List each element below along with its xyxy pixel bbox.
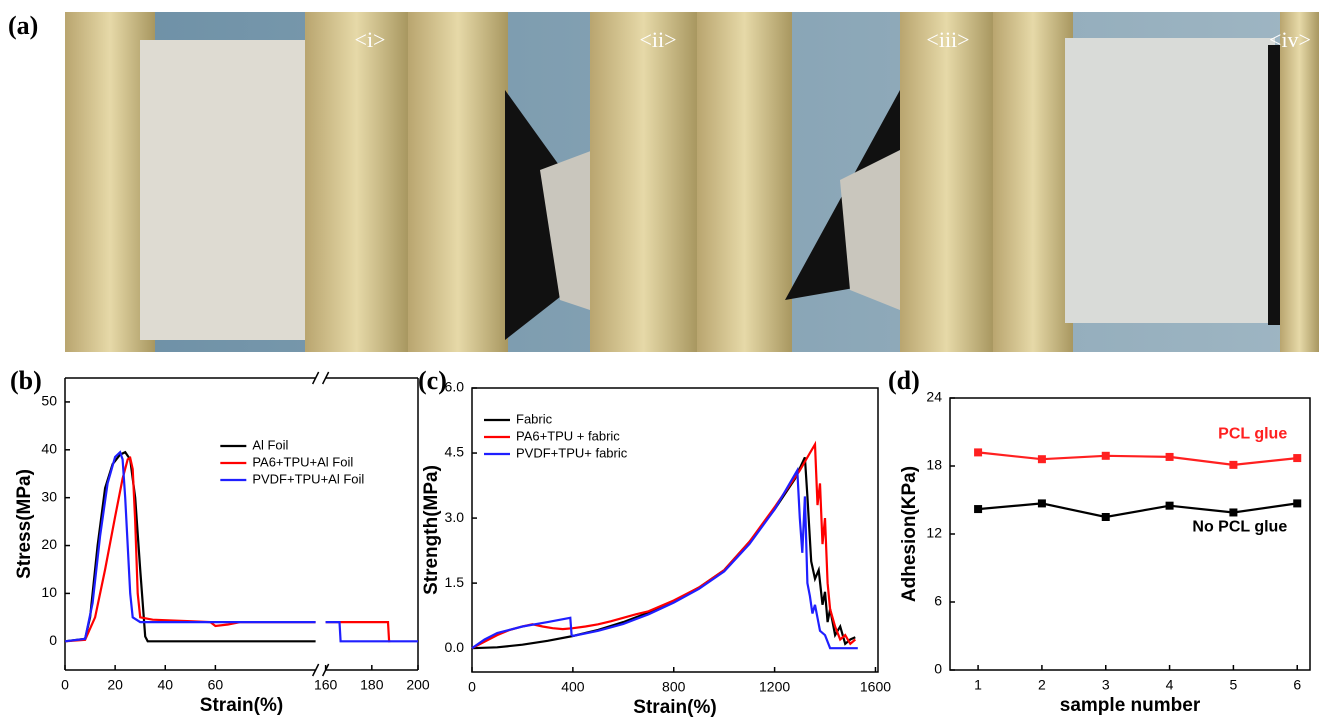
panel-label: (d) — [888, 366, 920, 395]
y-tick-label: 6.0 — [445, 379, 465, 395]
data-marker — [1229, 508, 1237, 516]
x-tick-label: 800 — [662, 679, 686, 695]
data-line — [978, 452, 1297, 465]
data-line — [978, 503, 1297, 517]
y-tick-label: 30 — [41, 488, 57, 504]
x-axis-title: Strain(%) — [200, 695, 283, 716]
x-tick-label: 1600 — [860, 679, 891, 695]
x-tick-label: 200 — [406, 677, 430, 693]
y-axis-title: Stress(MPa) — [14, 469, 35, 579]
y-tick-label: 3.0 — [445, 509, 465, 525]
y-tick-label: 10 — [41, 584, 57, 600]
photos: (a) <i> <ii> <iii> <iv> — [8, 11, 1319, 352]
y-axis-title: Adhesion(KPa) — [899, 466, 920, 602]
data-marker — [1229, 461, 1237, 469]
series-label: No PCL glue — [1192, 519, 1287, 536]
data-line — [326, 622, 418, 641]
y-tick-label: 20 — [41, 536, 57, 552]
y-tick-label: 6 — [934, 593, 942, 609]
data-marker — [1293, 499, 1301, 507]
data-marker — [1038, 499, 1046, 507]
y-tick-label: 0.0 — [445, 639, 465, 655]
legend-label: PA6+TPU + fabric — [516, 428, 620, 443]
data-marker — [1166, 453, 1174, 461]
x-tick-label: 40 — [157, 677, 173, 693]
y-axis-title: Strength(MPa) — [421, 465, 442, 595]
y-tick-label: 24 — [926, 389, 942, 405]
data-marker — [1293, 454, 1301, 462]
photo-caption: <i> — [355, 27, 386, 52]
panel-label: (a) — [8, 11, 38, 40]
x-tick-label: 5 — [1230, 677, 1238, 693]
data-marker — [1102, 513, 1110, 521]
legend-label: PVDF+TPU+ fabric — [516, 445, 628, 460]
y-tick-label: 50 — [41, 393, 57, 409]
y-tick-label: 1.5 — [445, 574, 465, 590]
x-tick-label: 0 — [468, 679, 476, 695]
x-tick-label: 2 — [1038, 677, 1046, 693]
x-tick-label: 0 — [61, 677, 69, 693]
x-tick-label: 180 — [360, 677, 384, 693]
photo-caption: <iv> — [1269, 27, 1311, 52]
x-tick-label: 400 — [561, 679, 585, 695]
data-marker — [1166, 502, 1174, 510]
y-tick-label: 18 — [926, 457, 942, 473]
y-tick-label: 4.5 — [445, 444, 465, 460]
legend-label: PA6+TPU+Al Foil — [252, 454, 353, 469]
photo-1 — [65, 12, 408, 352]
data-marker — [1102, 452, 1110, 460]
data-marker — [1038, 455, 1046, 463]
figure: (a) <i> <ii> <iii> <iv> 0102030405002040… — [0, 0, 1319, 718]
data-marker — [974, 505, 982, 513]
x-tick-label: 6 — [1293, 677, 1301, 693]
x-axis-title: Strain(%) — [633, 697, 716, 718]
x-tick-label: 60 — [208, 677, 224, 693]
y-tick-label: 0 — [49, 632, 57, 648]
data-line — [472, 470, 858, 648]
panel-label: (b) — [10, 366, 42, 395]
x-tick-label: 20 — [107, 677, 123, 693]
y-tick-label: 12 — [926, 525, 942, 541]
photo-4 — [993, 12, 1319, 352]
x-tick-label: 3 — [1102, 677, 1110, 693]
legend-label: Al Foil — [252, 437, 288, 452]
x-tick-label: 1200 — [759, 679, 790, 695]
photo-caption: <ii> — [639, 27, 676, 52]
series-label: PCL glue — [1218, 425, 1287, 442]
x-tick-label: 1 — [974, 677, 982, 693]
y-tick-label: 0 — [934, 661, 942, 677]
panel-label: (c) — [418, 366, 447, 395]
data-line — [326, 622, 391, 641]
data-marker — [974, 448, 982, 456]
x-axis-title: sample number — [1060, 695, 1201, 716]
legend-label: PVDF+TPU+Al Foil — [252, 471, 364, 486]
legend-label: Fabric — [516, 411, 553, 426]
y-tick-label: 40 — [41, 441, 57, 457]
x-tick-label: 4 — [1166, 677, 1174, 693]
x-tick-label: 160 — [314, 677, 338, 693]
photo-caption: <iii> — [926, 27, 969, 52]
